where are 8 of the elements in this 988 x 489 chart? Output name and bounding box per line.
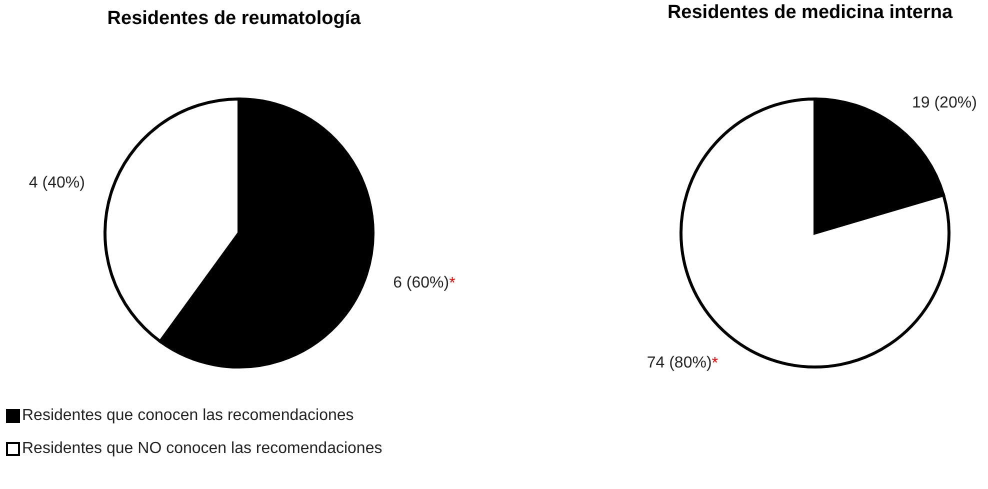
chart-title: Residentes de reumatología — [106, 8, 362, 30]
data-label: 4 (40%) — [28, 174, 85, 192]
data-label: 6 (60%)* — [393, 274, 456, 292]
chart-title: Residentes de medicina interna — [666, 2, 954, 24]
legend-label: Residentes que conocen las recomendaciones — [22, 407, 354, 425]
data-label: 19 (20%) — [912, 94, 977, 112]
data-label: 74 (80%)* — [646, 354, 718, 372]
legend-label: Residentes que NO conocen las recomendaciones — [22, 440, 382, 458]
